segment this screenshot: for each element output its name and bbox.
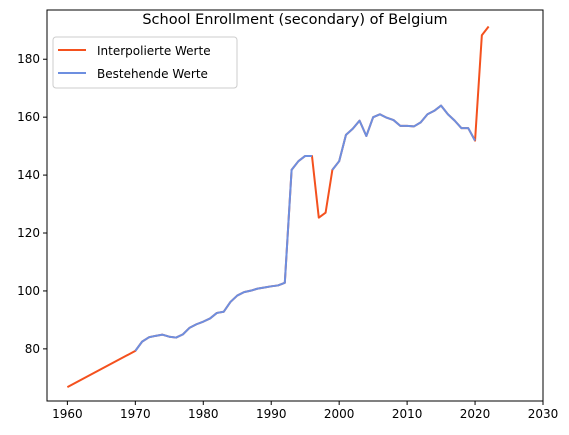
legend: Interpolierte Werte Bestehende Werte: [52, 36, 238, 89]
y-tick-label: 160: [17, 110, 40, 124]
legend-label-interpolated: Interpolierte Werte: [97, 44, 211, 58]
legend-label-existing: Bestehende Werte: [97, 67, 208, 81]
y-tick-label: 100: [17, 284, 40, 298]
chart-title: School Enrollment (secondary) of Belgium: [142, 12, 447, 28]
series-line-existing-1: [331, 104, 476, 171]
series-line-existing-0: [134, 154, 312, 352]
y-tick-label: 80: [25, 342, 40, 356]
x-tick-label: 2020: [460, 407, 491, 421]
y-axis: 80 100 120 140 160 180: [17, 52, 47, 356]
x-tick-label: 1980: [188, 407, 219, 421]
y-tick-label: 140: [17, 168, 40, 182]
x-tick-label: 1960: [52, 407, 83, 421]
x-tick-label: 1990: [256, 407, 287, 421]
plot-area: [66, 25, 490, 388]
x-tick-label: 2000: [324, 407, 355, 421]
y-tick-label: 120: [17, 226, 40, 240]
x-axis: 1960 1970 1980 1990 2000 2010 2020 2030: [52, 401, 558, 421]
legend-box: [52, 36, 238, 89]
y-tick-label: 180: [17, 52, 40, 66]
x-tick-label: 2010: [392, 407, 423, 421]
x-tick-label: 1970: [120, 407, 151, 421]
plot-frame: [46, 9, 544, 402]
x-tick-label: 2030: [528, 407, 559, 421]
